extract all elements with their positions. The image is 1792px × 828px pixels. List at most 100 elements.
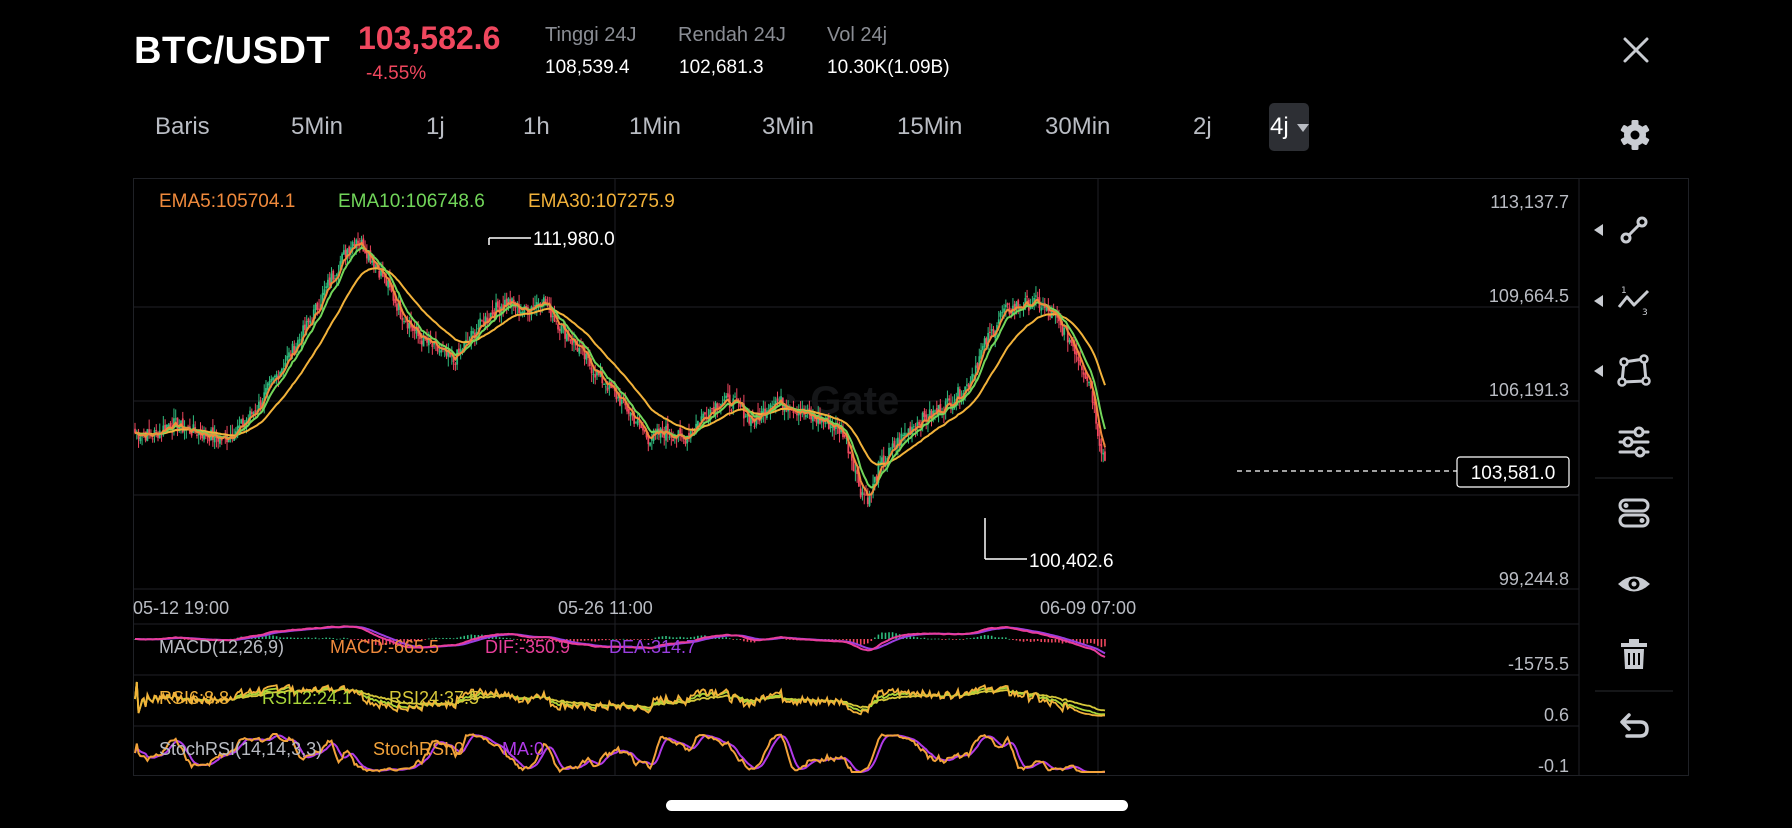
- candle: [677, 430, 680, 438]
- tab-5min[interactable]: 5Min: [291, 113, 344, 140]
- candle: [757, 412, 759, 418]
- undo-button[interactable]: [1614, 706, 1654, 746]
- trend-tool[interactable]: 1 3: [1614, 281, 1654, 321]
- candle: [505, 298, 508, 305]
- candle: [537, 303, 540, 305]
- macd-bar: [849, 639, 851, 642]
- macd-bar: [739, 639, 742, 640]
- macd-bar: [750, 639, 752, 643]
- candle: [643, 429, 646, 432]
- macd-bar: [700, 635, 703, 639]
- candle: [700, 416, 703, 422]
- visibility-toggle[interactable]: [1614, 564, 1654, 604]
- macd-bar: [551, 639, 554, 641]
- tab-1min[interactable]: 1Min: [629, 113, 682, 140]
- macd-bar: [937, 638, 940, 640]
- delete-drawings-button[interactable]: [1614, 634, 1654, 674]
- candle: [406, 322, 409, 329]
- candle: [431, 343, 434, 348]
- stoch-k-line: [134, 733, 1105, 774]
- candle: [557, 324, 559, 330]
- macd-bar: [282, 637, 285, 639]
- draw-line-tool[interactable]: [1614, 210, 1654, 250]
- settings-button[interactable]: [1618, 118, 1652, 152]
- macd-bar: [502, 637, 504, 639]
- candle: [896, 437, 899, 448]
- candle: [551, 315, 554, 317]
- macd-bar: [1047, 639, 1050, 643]
- candle: [1013, 304, 1016, 311]
- candle: [812, 414, 814, 422]
- tab-15min[interactable]: 15Min: [897, 113, 963, 140]
- tab-baris[interactable]: Baris: [155, 113, 210, 140]
- close-button[interactable]: [1616, 30, 1656, 70]
- candle: [401, 318, 404, 321]
- macd-bar: [994, 637, 997, 639]
- candle: [854, 471, 857, 473]
- tab-3min[interactable]: 3Min: [762, 113, 815, 140]
- expand-arrow-icon[interactable]: [1592, 364, 1604, 378]
- candle: [190, 432, 193, 436]
- indicator-settings-tool[interactable]: [1614, 422, 1654, 462]
- macd-bar: [852, 639, 855, 644]
- candle: [270, 378, 273, 382]
- tab-1j[interactable]: 1j: [426, 113, 445, 140]
- candle: [327, 279, 329, 288]
- macd-bar: [1093, 639, 1096, 644]
- chart-area[interactable]: ◔ Gate EMA5:105704.1 EMA10:106748.6 EMA3…: [133, 178, 1689, 776]
- candle: [935, 408, 938, 413]
- macd-bar: [537, 639, 540, 640]
- tab-2j[interactable]: 2j: [1193, 113, 1212, 140]
- expand-arrow-icon[interactable]: [1592, 294, 1604, 308]
- candle: [351, 242, 354, 249]
- candle: [275, 374, 278, 379]
- macd-bar: [474, 635, 476, 639]
- svg-text:3: 3: [1642, 308, 1648, 318]
- macd-bar: [608, 639, 611, 640]
- candle: [385, 275, 388, 286]
- current-price-tag[interactable]: 103,581.0: [1456, 456, 1570, 488]
- layers-tool[interactable]: [1614, 493, 1654, 533]
- price-change: -4.55%: [366, 63, 427, 84]
- tab-1h[interactable]: 1h: [523, 113, 550, 140]
- stochrsi-ma-value: MA:0: [502, 739, 544, 759]
- macd-bar: [382, 639, 384, 645]
- candle: [881, 457, 883, 464]
- candle: [670, 435, 673, 438]
- candle: [696, 421, 699, 427]
- candle: [727, 393, 729, 398]
- candle: [240, 419, 243, 424]
- macd-bar: [874, 637, 876, 639]
- macd-bar: [279, 637, 281, 639]
- candle: [167, 424, 170, 427]
- macd-bar: [1051, 639, 1053, 643]
- candle: [882, 455, 885, 465]
- home-indicator[interactable]: [666, 800, 1128, 811]
- candle: [1058, 316, 1060, 322]
- candle: [438, 351, 441, 353]
- macd-bar: [456, 637, 458, 639]
- macd-bar: [891, 632, 894, 639]
- macd-bar: [870, 639, 873, 642]
- expand-arrow-icon[interactable]: [1592, 223, 1604, 237]
- macd-bar: [523, 639, 526, 641]
- candle: [688, 433, 690, 438]
- tab-4j[interactable]: 4j: [1270, 113, 1310, 141]
- candle: [252, 412, 255, 415]
- candle: [550, 305, 552, 318]
- macd-bar: [927, 638, 929, 640]
- candle: [967, 384, 970, 388]
- macd-bar: [626, 639, 628, 640]
- stochrsi-labels: StochRSI(14,14,3,3) StochRSI:0 MA:0: [159, 739, 544, 759]
- candle: [987, 332, 990, 347]
- candle: [542, 297, 545, 305]
- tab-30min[interactable]: 30Min: [1045, 113, 1111, 140]
- macd-bar: [881, 632, 883, 639]
- macd-bar: [987, 635, 989, 639]
- candle: [735, 398, 738, 400]
- candle: [1084, 373, 1087, 379]
- shape-tool[interactable]: [1614, 351, 1654, 391]
- macd-bar: [498, 637, 501, 639]
- candle: [865, 494, 867, 496]
- candle: [470, 331, 473, 342]
